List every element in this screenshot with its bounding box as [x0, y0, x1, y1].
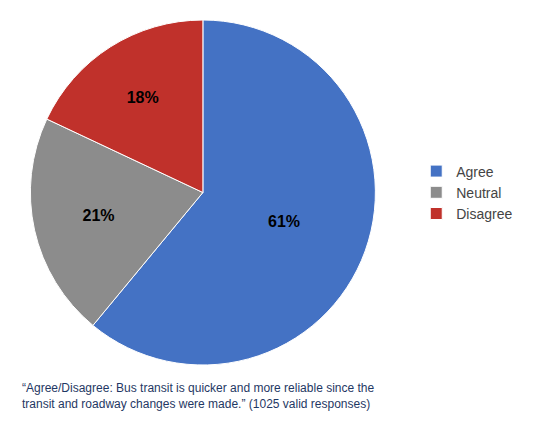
svg-text:Agree: Agree [456, 164, 494, 180]
svg-text:Disagree: Disagree [456, 206, 512, 222]
svg-text:18%: 18% [127, 89, 159, 106]
svg-text:21%: 21% [82, 207, 114, 224]
svg-text:“Agree/Disagree: Bus transit i: “Agree/Disagree: Bus transit is quicker … [22, 381, 374, 411]
svg-text:Neutral: Neutral [456, 185, 501, 201]
svg-text:61%: 61% [268, 213, 300, 230]
